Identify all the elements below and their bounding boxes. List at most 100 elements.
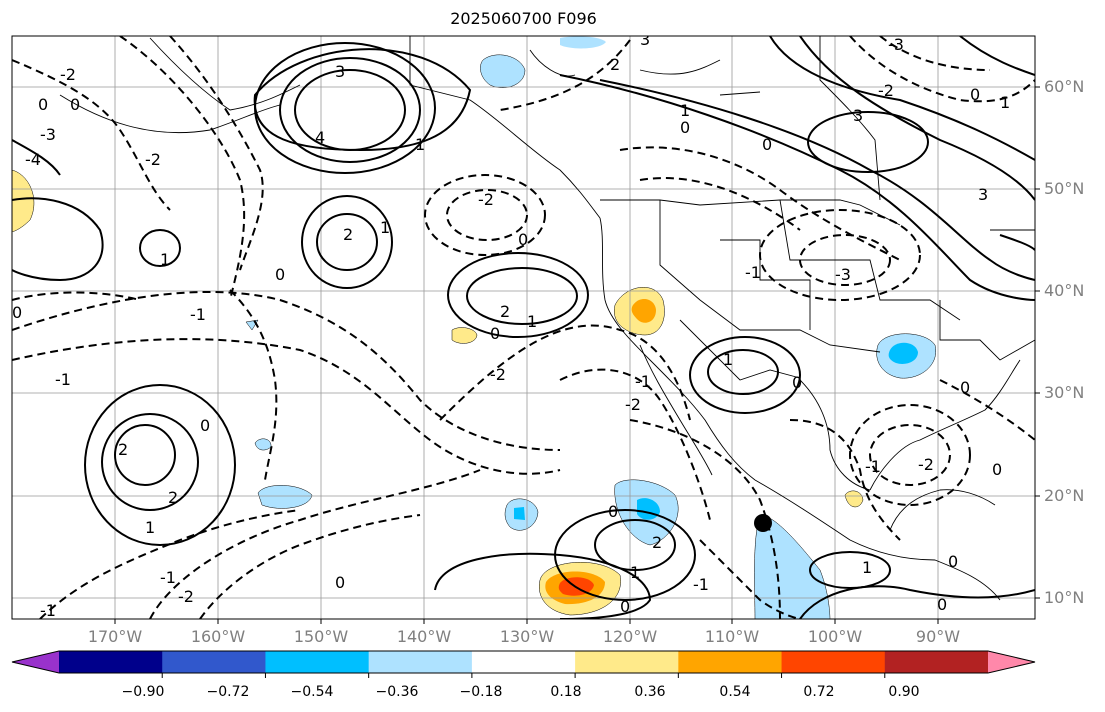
map-area: 3 4 2 1 2 0 1 -2 0 1 0 2 2 1 0 -1 -2 -1 … [12,30,1035,619]
contour-label: 0 [937,595,947,614]
colorbar-tick-label: −0.72 [206,684,250,700]
coastlines [59,36,1035,601]
contour-label: 0 [762,135,772,154]
contour-label: -1 [635,372,651,391]
contour-label: -1 [55,370,71,389]
contour-label: -1 [693,575,709,594]
contour-label: 2 [168,488,178,507]
contour-label: 2 [118,440,128,459]
colorbar-bin [265,651,370,673]
contour-label: 2 [610,55,620,74]
contour-label: 0 [490,324,500,343]
lat-label: 10°N [1044,588,1085,607]
contour-label: -2 [625,395,641,414]
contour-label: 0 [70,95,80,114]
contour-label: 0 [518,230,528,249]
contour-label: -3 [888,35,904,54]
lon-ticks [114,619,939,624]
contour-label: -1 [160,568,176,587]
contour-label: 0 [608,502,618,521]
colorbar-bin [368,651,473,673]
contour-label: 1 [527,312,537,331]
contour-label: 0 [335,573,345,592]
colorbar-bin [471,651,576,673]
colorbar-bin [162,651,266,673]
contour-label: 0 [792,373,802,392]
colorbar-tick-label: −0.18 [459,684,503,700]
lon-label: 160°W [190,627,246,646]
graticule [12,36,1035,619]
shade-blue-texas [888,342,918,364]
contour-label: 1 [145,518,155,537]
contour-label: 1 [1000,93,1010,112]
contour-label: 2 [652,533,662,552]
colorbar-bin [678,651,783,673]
contour-label: 0 [620,597,630,616]
marker-dot [754,514,772,532]
colorbar-tick-label: 0.90 [888,684,920,700]
contour-label: -4 [25,150,41,169]
lat-label: 50°N [1044,179,1085,198]
contour-label: -2 [918,455,934,474]
colorbar-bin [884,651,989,673]
contour-label: 3 [853,106,863,125]
contour-label: 0 [948,552,958,571]
contour-label: -2 [145,150,161,169]
lon-label: 140°W [396,627,452,646]
contour-label: -2 [478,190,494,209]
map-title: 2025060700 F096 [450,9,597,28]
shade-blue-130 [514,507,525,520]
contours-positive [12,36,1035,619]
colorbar-tick-label: −0.36 [375,684,419,700]
contour-label: -1 [745,263,761,282]
lat-label: 60°N [1044,77,1085,96]
colorbar-tick-label: 0.54 [719,684,751,700]
colorbar [11,650,1036,678]
contour-label: 2 [500,302,510,321]
shade-yellow-small [451,327,478,344]
colorbar-bin [59,651,163,673]
shade-lightblue-top2 [560,36,606,49]
contour-label: -2 [490,365,506,384]
lon-label: 170°W [87,627,143,646]
contour-label: 1 [160,250,170,269]
colorbar-tick-label: −0.54 [290,684,334,700]
colorbar-outline [11,650,1036,674]
colorbar-tick-label: 0.36 [634,684,666,700]
lat-label: 40°N [1044,281,1085,300]
contour-label: 0 [200,416,210,435]
colorbar-bin [781,651,886,673]
colorbar-tick-label: −0.90 [121,684,165,700]
contour-label: 0 [960,378,970,397]
colorbar-extend-low [12,651,59,673]
contour-label: 1 [723,350,733,369]
contour-label: -2 [60,65,76,84]
lon-label: 100°W [807,627,863,646]
contour-label: -2 [178,587,194,606]
shade-lightblue-small [254,438,272,451]
contour-label: 3 [978,185,988,204]
colorbar-extend-high [988,651,1035,673]
lon-label: 120°W [602,627,658,646]
colorbar-tick-label: 0.72 [803,684,835,700]
contour-labels: 3 4 2 1 2 0 1 -2 0 1 0 2 2 1 0 -1 -2 -1 … [12,30,1010,619]
contour-label: 4 [315,128,325,147]
contour-label: 1 [680,101,690,120]
shade-yellow-west [12,169,35,233]
contour-label: -1 [865,457,881,476]
lat-label: 20°N [1044,486,1085,505]
contours-negative [12,36,1035,619]
lon-label: 150°W [293,627,349,646]
contour-label: -2 [878,81,894,100]
contour-label: 1 [380,218,390,237]
contour-label: 0 [680,118,690,137]
contour-label: 3 [640,30,650,49]
contour-label: 1 [415,135,425,154]
contour-label: 1 [630,563,640,582]
contour-label: -3 [40,125,56,144]
shade-lightblue-hawaii [257,485,313,509]
contour-label: 0 [970,85,980,104]
shade-yellow-gulf [844,490,864,508]
shade-orange-california [631,298,656,323]
